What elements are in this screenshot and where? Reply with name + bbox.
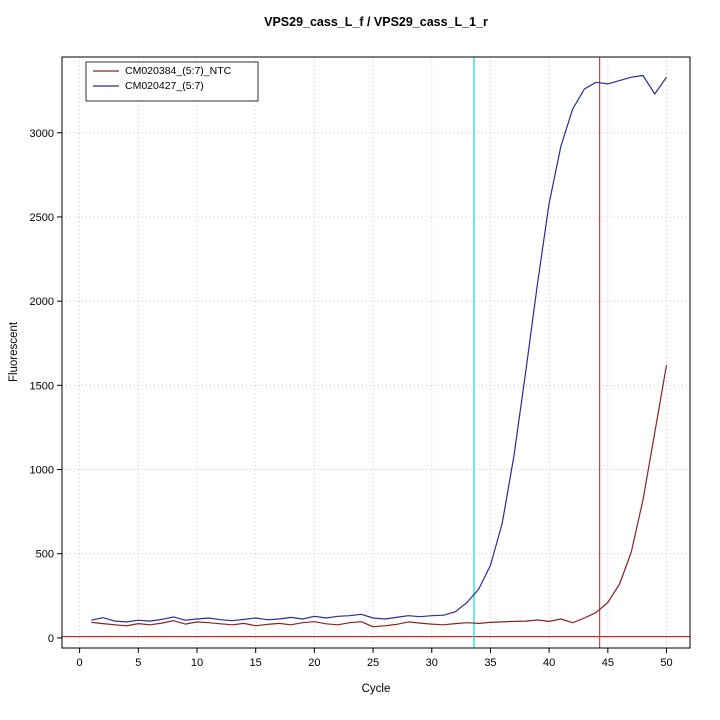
x-tick-label: 25 (367, 657, 379, 669)
x-tick-label: 45 (602, 657, 614, 669)
x-tick-label: 50 (660, 657, 672, 669)
y-tick-label: 1000 (30, 465, 54, 477)
x-tick-label: 10 (191, 657, 203, 669)
x-axis-label: Cycle (362, 683, 391, 695)
series-line-cm020427-5-7- (91, 74, 667, 623)
x-tick-label: 0 (77, 657, 83, 669)
y-tick-label: 0 (48, 633, 54, 645)
y-tick-label: 500 (36, 549, 54, 561)
x-axis: 0 5 10 15 20 25 30 35 40 45 50 (77, 648, 673, 669)
y-axis: 0 500 1000 1500 2000 2500 3000 (30, 128, 62, 645)
x-tick-label: 20 (308, 657, 320, 669)
x-tick-label: 35 (484, 657, 496, 669)
plot-box (61, 56, 691, 649)
chart-title: VPS29_cass_L_f / VPS29_cass_L_1_r (264, 15, 488, 29)
y-tick-label: 2500 (30, 212, 54, 224)
legend: CM020384_(5:7)_NTC CM020427_(5:7) (85, 61, 259, 102)
plot-area: 0 5 10 15 20 25 30 35 40 45 5005001000150020002500… (30, 56, 691, 669)
gridlines (62, 57, 690, 648)
y-tick-label: 1500 (30, 380, 54, 392)
x-tick-label: 30 (426, 657, 438, 669)
y-tick-label: 2000 (30, 296, 54, 308)
legend-label: CM020384_(5:7)_NTC (125, 65, 232, 77)
y-axis-label: Fluorescent (8, 321, 20, 382)
legend-label: CM020427_(5:7) (125, 80, 204, 92)
x-tick-label: 40 (543, 657, 555, 669)
x-tick-label: 15 (250, 657, 262, 669)
legend-box (85, 61, 259, 102)
series-line-cm020384-5-7-ntc (91, 364, 668, 628)
x-tick-label: 5 (135, 657, 141, 669)
y-tick-label: 3000 (30, 128, 54, 140)
